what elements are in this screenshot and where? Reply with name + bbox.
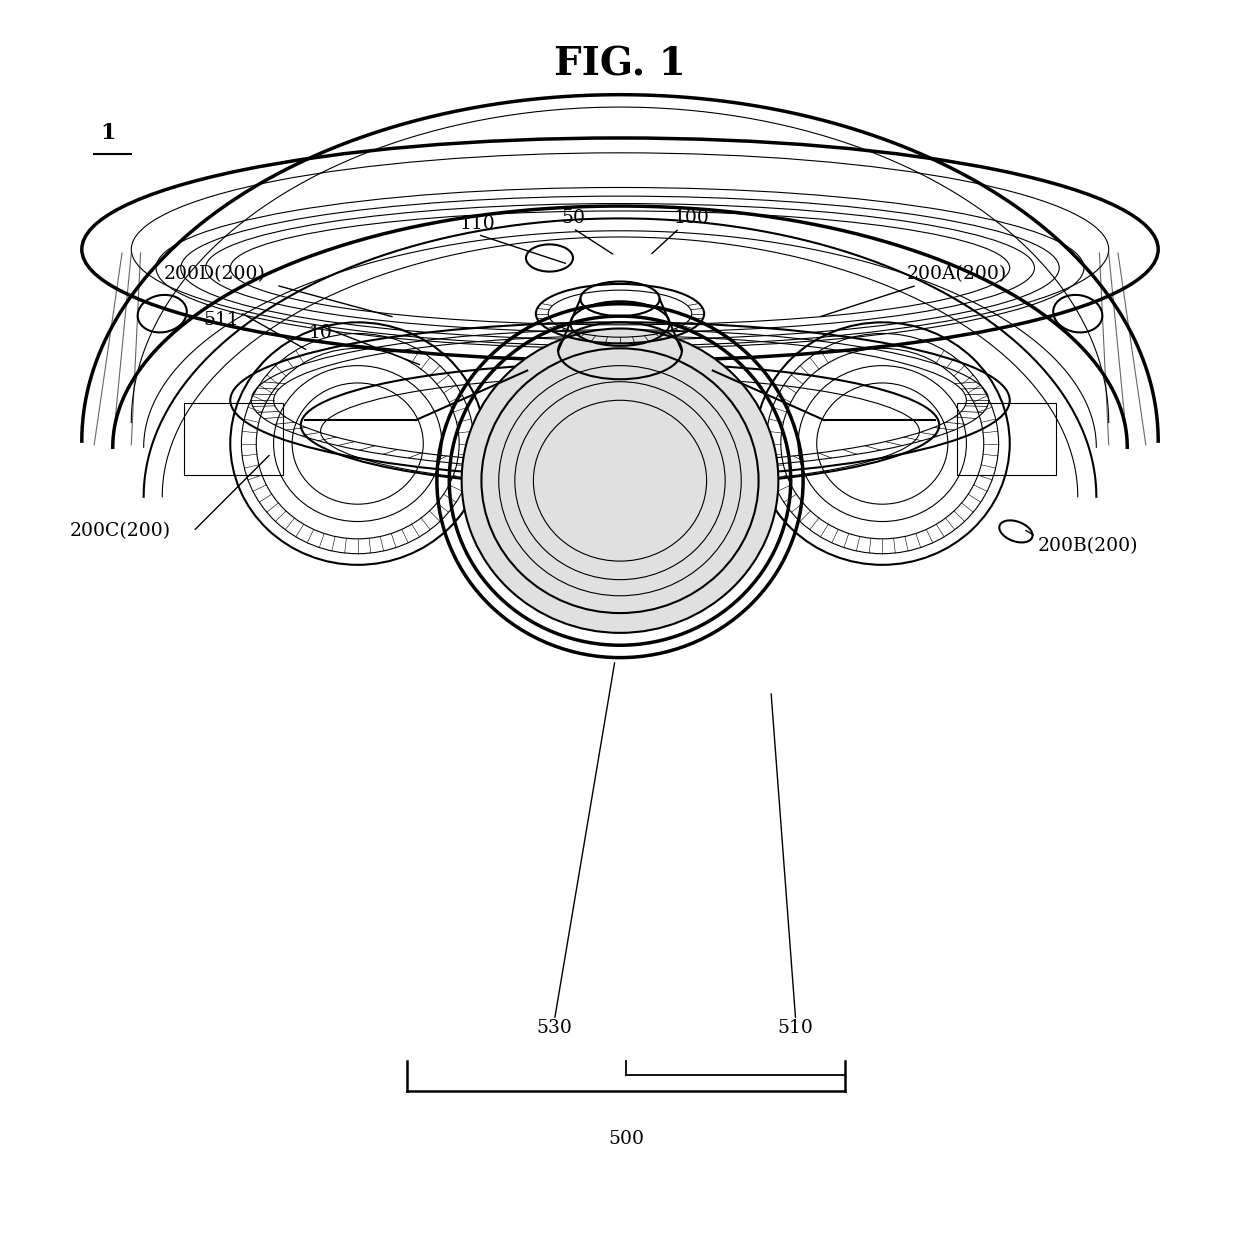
Text: 200C(200): 200C(200) bbox=[69, 522, 171, 540]
Text: 10: 10 bbox=[309, 324, 332, 341]
Bar bbox=[956, 403, 1055, 474]
Text: 530: 530 bbox=[537, 1019, 573, 1037]
Ellipse shape bbox=[461, 329, 779, 633]
Text: 200D(200): 200D(200) bbox=[164, 264, 265, 283]
Text: 100: 100 bbox=[673, 208, 709, 227]
Bar bbox=[185, 403, 284, 474]
Text: 200A(200): 200A(200) bbox=[906, 264, 1007, 283]
Text: 510: 510 bbox=[777, 1019, 813, 1037]
Text: 50: 50 bbox=[560, 208, 585, 227]
Text: 500: 500 bbox=[608, 1131, 645, 1148]
Text: 511: 511 bbox=[203, 311, 239, 329]
Text: 200B(200): 200B(200) bbox=[1038, 537, 1138, 555]
Text: 110: 110 bbox=[460, 215, 496, 233]
Text: 1: 1 bbox=[100, 122, 115, 144]
Text: FIG. 1: FIG. 1 bbox=[554, 45, 686, 83]
